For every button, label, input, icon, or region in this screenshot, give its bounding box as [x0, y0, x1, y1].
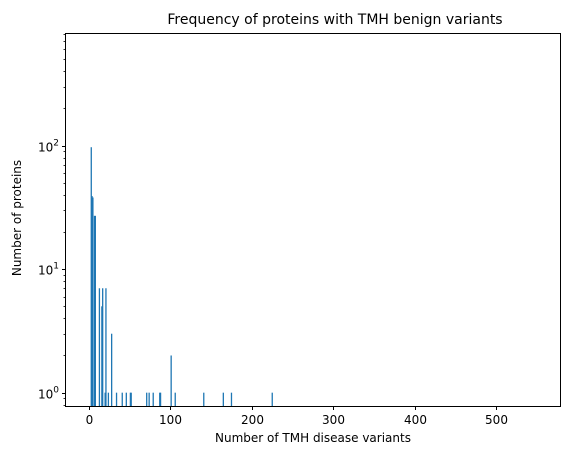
bar-2: [92, 197, 94, 406]
bar-14: [125, 392, 127, 406]
x-axis-ticks: 0 100 200 300 400 500: [86, 406, 508, 427]
bars-layer: [90, 147, 273, 406]
bar-18: [148, 392, 150, 406]
x-tick-label-1: 100: [159, 413, 182, 427]
x-axis-label: Number of TMH disease variants: [215, 431, 411, 445]
y-axis-label: Number of proteins: [10, 160, 24, 276]
bar-24: [203, 392, 205, 406]
bar-27: [271, 392, 273, 406]
chart-title: Frequency of proteins with TMH benign va…: [167, 12, 502, 28]
bar-8: [104, 392, 106, 406]
bar-12: [115, 392, 118, 406]
x-tick-label-4: 400: [404, 413, 427, 427]
bar-26: [230, 392, 233, 406]
bar-10: [107, 392, 110, 406]
bar-17: [146, 392, 148, 406]
bar-16: [130, 392, 132, 406]
bar-15: [129, 392, 132, 406]
bar-19: [152, 392, 154, 406]
x-tick-label-3: 300: [322, 413, 345, 427]
bar-6: [101, 306, 103, 406]
bar-11: [111, 333, 113, 406]
bar-5: [98, 288, 101, 406]
bar-1: [91, 196, 93, 406]
bar-3: [93, 215, 96, 406]
bar-20: [159, 392, 161, 406]
bar-25: [222, 392, 224, 406]
bar-22: [170, 355, 172, 406]
bar-4: [94, 215, 96, 406]
y-tick-label-2: 102: [38, 139, 59, 155]
x-tick-label-0: 0: [86, 413, 94, 427]
bar-13: [121, 392, 123, 406]
bar-21: [159, 392, 162, 406]
y-tick-label-0: 100: [38, 386, 59, 402]
bar-7: [102, 288, 104, 406]
x-tick-label-2: 200: [241, 413, 264, 427]
plot-frame: [65, 33, 561, 407]
bar-23: [174, 392, 176, 406]
bar-0: [90, 147, 92, 406]
bar-9: [105, 288, 107, 406]
y-axis-ticks: 100 101 102: [38, 139, 66, 402]
x-tick-label-5: 500: [485, 413, 508, 427]
y-tick-label-1: 101: [38, 262, 59, 278]
